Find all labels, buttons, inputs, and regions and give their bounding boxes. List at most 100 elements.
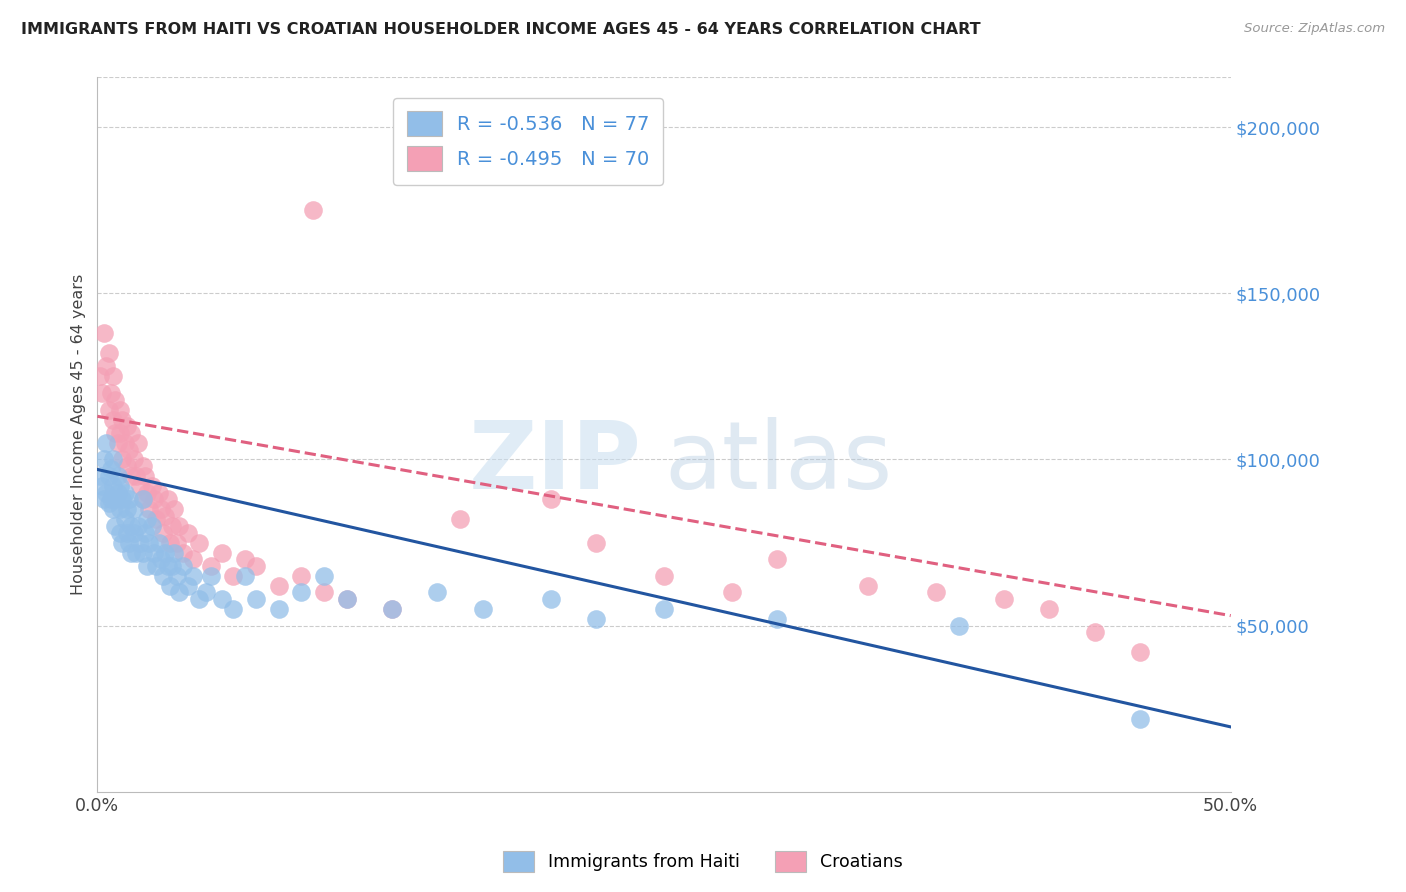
Point <box>766 612 789 626</box>
Point <box>131 459 153 474</box>
Point <box>290 585 312 599</box>
Point <box>97 346 120 360</box>
Point <box>585 612 607 626</box>
Point <box>948 618 970 632</box>
Point <box>160 519 183 533</box>
Point <box>122 452 145 467</box>
Point <box>118 492 141 507</box>
Point <box>188 592 211 607</box>
Point <box>721 585 744 599</box>
Point <box>134 469 156 483</box>
Point <box>136 558 159 573</box>
Point <box>96 485 118 500</box>
Point <box>200 568 222 582</box>
Point <box>177 579 200 593</box>
Point <box>143 492 166 507</box>
Point <box>111 452 134 467</box>
Point <box>96 435 118 450</box>
Point <box>156 492 179 507</box>
Point <box>100 492 122 507</box>
Point <box>149 552 172 566</box>
Point <box>1038 602 1060 616</box>
Point <box>136 512 159 526</box>
Point <box>160 558 183 573</box>
Point <box>97 402 120 417</box>
Point <box>449 512 471 526</box>
Point <box>138 535 160 549</box>
Point <box>125 469 148 483</box>
Point <box>381 602 404 616</box>
Point <box>131 492 153 507</box>
Point <box>155 508 177 523</box>
Point <box>163 545 186 559</box>
Point <box>245 592 267 607</box>
Legend: R = -0.536   N = 77, R = -0.495   N = 70: R = -0.536 N = 77, R = -0.495 N = 70 <box>392 98 664 185</box>
Point <box>100 462 122 476</box>
Point <box>381 602 404 616</box>
Point <box>104 492 127 507</box>
Point <box>267 602 290 616</box>
Point <box>93 326 115 341</box>
Point <box>103 479 125 493</box>
Point <box>131 545 153 559</box>
Point <box>114 435 136 450</box>
Point <box>97 496 120 510</box>
Text: Source: ZipAtlas.com: Source: ZipAtlas.com <box>1244 22 1385 36</box>
Point <box>120 519 142 533</box>
Point <box>108 502 131 516</box>
Point <box>167 585 190 599</box>
Point <box>290 568 312 582</box>
Point <box>766 552 789 566</box>
Text: atlas: atlas <box>664 417 893 509</box>
Point <box>108 425 131 440</box>
Point <box>993 592 1015 607</box>
Y-axis label: Householder Income Ages 45 - 64 years: Householder Income Ages 45 - 64 years <box>72 274 86 595</box>
Point <box>167 519 190 533</box>
Point <box>1129 645 1152 659</box>
Point <box>141 519 163 533</box>
Point <box>222 568 245 582</box>
Point <box>120 469 142 483</box>
Point <box>152 568 174 582</box>
Point <box>222 602 245 616</box>
Point <box>181 568 204 582</box>
Legend: Immigrants from Haiti, Croatians: Immigrants from Haiti, Croatians <box>496 844 910 879</box>
Point <box>129 479 152 493</box>
Point <box>107 469 129 483</box>
Point <box>585 535 607 549</box>
Point <box>159 579 181 593</box>
Point <box>111 412 134 426</box>
Point <box>103 502 125 516</box>
Point <box>93 452 115 467</box>
Point <box>107 435 129 450</box>
Point <box>138 502 160 516</box>
Point <box>90 479 112 493</box>
Point <box>122 525 145 540</box>
Point <box>426 585 449 599</box>
Point <box>181 552 204 566</box>
Point <box>103 412 125 426</box>
Point <box>127 435 149 450</box>
Point <box>540 592 562 607</box>
Point <box>312 585 335 599</box>
Point <box>115 525 138 540</box>
Point <box>925 585 948 599</box>
Point <box>118 535 141 549</box>
Point <box>141 479 163 493</box>
Point <box>108 479 131 493</box>
Point <box>211 545 233 559</box>
Point <box>131 492 153 507</box>
Point <box>129 535 152 549</box>
Point <box>195 585 218 599</box>
Point <box>122 502 145 516</box>
Point <box>111 492 134 507</box>
Point <box>166 568 188 582</box>
Point <box>177 525 200 540</box>
Point <box>136 485 159 500</box>
Point <box>115 502 138 516</box>
Point <box>145 512 167 526</box>
Point <box>120 545 142 559</box>
Point <box>471 602 494 616</box>
Point <box>149 502 172 516</box>
Point <box>93 492 115 507</box>
